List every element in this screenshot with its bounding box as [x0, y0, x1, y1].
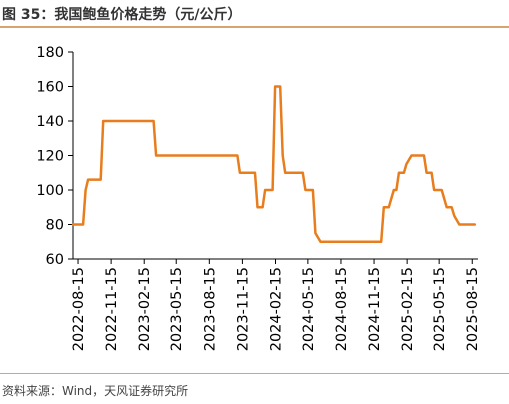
y-axis: 60 80 100 120 140 160 180	[36, 45, 74, 268]
data-point	[410, 154, 413, 157]
data-point	[239, 171, 241, 174]
x-tick-label: 2023-02-15	[137, 267, 153, 351]
y-tick-label: 180	[36, 45, 64, 61]
data-point	[264, 189, 266, 191]
data-point	[261, 206, 264, 209]
data-point	[415, 154, 418, 157]
data-point	[387, 206, 390, 209]
data-point	[301, 171, 304, 174]
source-note: 资料来源：Wind，天风证券研究所	[2, 384, 189, 398]
x-tick-label: 2023-05-15	[169, 267, 185, 351]
data-point	[443, 197, 446, 200]
x-tick-label: 2024-02-15	[269, 267, 285, 351]
chart-title: 图 35：我国鲍鱼价格走势（元/公斤）	[2, 7, 242, 23]
data-point	[460, 223, 463, 226]
x-tick-label: 2023-08-15	[202, 267, 218, 351]
data-point	[79, 223, 82, 226]
x-tick-label: 2022-08-15	[71, 267, 87, 351]
data-point	[82, 223, 84, 226]
data-point	[87, 178, 89, 181]
data-point	[99, 178, 102, 181]
title-divider	[0, 26, 509, 28]
y-tick-label: 160	[36, 80, 64, 96]
y-tick-label: 60	[46, 252, 64, 268]
data-point	[382, 206, 385, 209]
x-tick-label: 2025-08-15	[465, 267, 481, 351]
price-series-line	[71, 85, 477, 244]
x-tick-label: 2024-11-15	[367, 267, 383, 351]
data-point	[430, 171, 433, 174]
data-point	[236, 154, 239, 157]
data-point	[94, 178, 97, 181]
data-point	[458, 223, 461, 226]
data-point	[390, 197, 393, 200]
data-point	[284, 171, 287, 174]
abalone-price-chart: 60 80 100 120 140 160 180 2022-08-15 2022-11-15…	[36, 45, 481, 351]
data-point	[279, 85, 282, 88]
y-tick-label: 140	[36, 114, 64, 130]
data-point	[423, 154, 425, 157]
data-point	[466, 223, 469, 226]
x-tick-label: 2025-05-15	[432, 267, 448, 351]
data-point	[152, 120, 155, 122]
data-point	[286, 171, 289, 174]
x-tick-label: 2023-11-15	[235, 267, 251, 351]
data-point	[450, 206, 453, 209]
data-point	[395, 189, 398, 191]
data-point	[453, 215, 456, 217]
data-point	[281, 154, 284, 157]
data-point	[304, 189, 307, 191]
x-tick-label: 2024-08-15	[334, 267, 350, 351]
data-point	[72, 223, 74, 226]
data-point	[312, 189, 314, 191]
data-point	[433, 189, 435, 191]
data-point	[274, 85, 276, 88]
x-tick-label: 2025-02-15	[400, 267, 416, 351]
data-point	[314, 232, 317, 235]
data-point	[155, 154, 158, 157]
data-point	[473, 223, 476, 226]
data-point	[319, 240, 322, 243]
y-tick-label: 120	[36, 149, 64, 165]
x-axis: 2022-08-15 2022-11-15 2023-02-15 2023-05-15…	[71, 258, 481, 351]
data-point	[398, 171, 400, 174]
y-tick-label: 80	[46, 218, 64, 234]
data-point	[254, 171, 256, 174]
data-point	[271, 189, 274, 191]
x-tick-label: 2024-05-15	[301, 267, 317, 351]
data-point	[405, 163, 408, 166]
data-point	[380, 240, 383, 243]
data-point	[425, 171, 428, 174]
y-tick-label: 100	[36, 183, 64, 199]
x-tick-label: 2022-11-15	[104, 267, 120, 351]
series-group	[71, 85, 477, 244]
data-point	[102, 120, 105, 122]
footer-divider	[0, 373, 509, 374]
data-point	[256, 206, 259, 209]
data-point	[445, 206, 448, 209]
data-point	[392, 189, 395, 191]
data-point	[440, 189, 443, 191]
data-point	[403, 171, 405, 174]
data-point	[84, 189, 87, 191]
